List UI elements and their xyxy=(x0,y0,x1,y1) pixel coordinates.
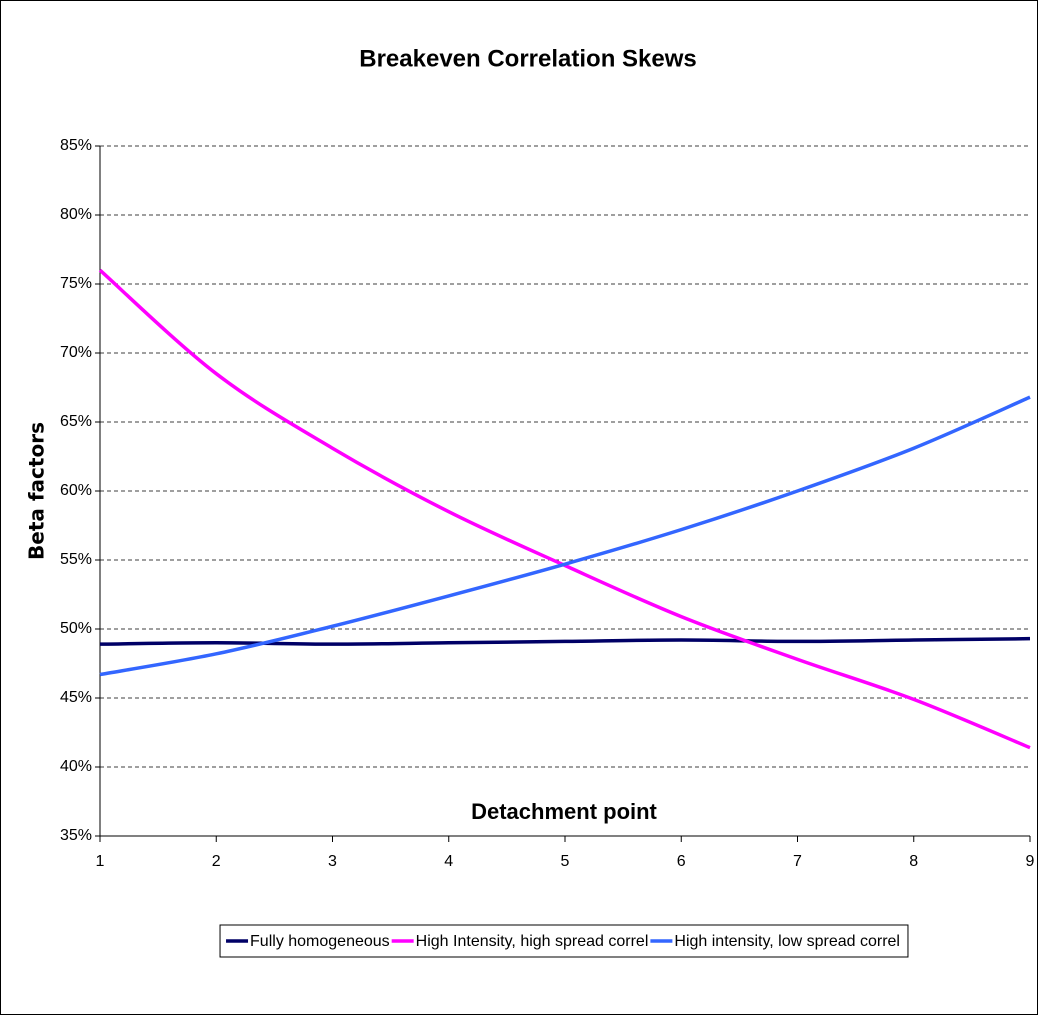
x-tick-label: 1 xyxy=(96,853,105,870)
y-tick-label: 85% xyxy=(60,137,92,154)
x-tick-label: 5 xyxy=(561,853,570,870)
series-line xyxy=(99,636,1031,646)
y-tick-label: 75% xyxy=(60,275,92,292)
y-tick-label: 65% xyxy=(60,413,92,430)
legend-label: High intensity, low spread correl xyxy=(674,933,900,950)
y-tick-label: 45% xyxy=(60,689,92,706)
x-tick-label: 8 xyxy=(909,853,918,870)
x-axis-title: Detachment point xyxy=(471,799,657,824)
legend-box xyxy=(219,924,909,958)
chart-title: Breakeven Correlation Skews xyxy=(359,45,697,72)
x-tick-label: 2 xyxy=(212,853,221,870)
legend: Fully homogeneous High Intensity, high sp… xyxy=(219,924,909,958)
y-tick-label: 35% xyxy=(60,827,92,844)
y-tick-label: 80% xyxy=(60,206,92,223)
x-tick-label: 9 xyxy=(1026,853,1035,870)
y-tick-label: 70% xyxy=(60,344,92,361)
y-tick-label: 40% xyxy=(60,758,92,775)
x-tick-label: 4 xyxy=(444,853,453,870)
legend-label: High Intensity, high spread correl xyxy=(416,933,649,950)
y-tick-label: 60% xyxy=(60,482,92,499)
y-tick-label: 50% xyxy=(60,620,92,637)
series-line xyxy=(99,395,1031,677)
x-tick-label: 7 xyxy=(793,853,802,870)
y-axis-title: Beta factors xyxy=(25,422,49,560)
x-tick-label: 3 xyxy=(328,853,337,870)
x-tick-label: 6 xyxy=(677,853,686,870)
legend-label: Fully homogeneous xyxy=(250,933,390,950)
y-tick-label: 55% xyxy=(60,551,92,568)
